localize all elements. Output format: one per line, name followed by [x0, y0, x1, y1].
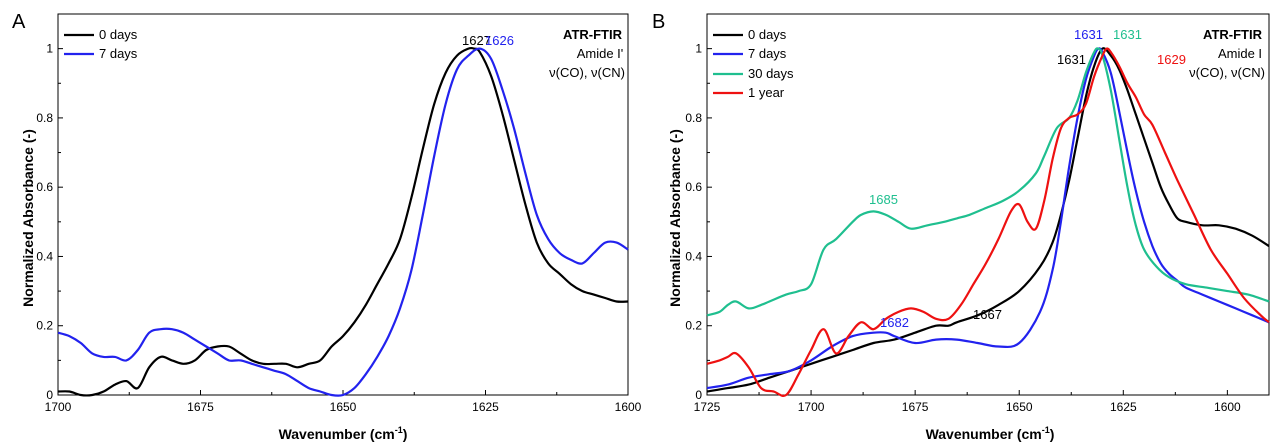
panel-b-ylabel: Normalized Absorbance (-)	[667, 129, 683, 307]
legend-label-7-days: 7 days	[748, 46, 787, 61]
x-tick-label: 1725	[694, 400, 721, 414]
panel-b: B Normalized Absorbance (-) 0 0.2 0.4 0.6 0.…	[652, 11, 1270, 442]
series-line-7-days	[57, 47, 629, 397]
panel-b-peak-label-1685: 1685	[869, 192, 898, 207]
series-line-1-year	[706, 47, 1270, 397]
y-tick-label: 0	[695, 388, 702, 402]
panel-b-y-axis: 0 0.2 0.4 0.6 0.8 1	[685, 42, 712, 402]
panel-b-peak-label-1682: 1682	[880, 315, 909, 330]
x-tick-label: 1700	[45, 400, 72, 414]
y-tick-label: 0.4	[36, 249, 53, 263]
x-tick-label: 1700	[798, 400, 825, 414]
panel-b-x-axis: 1725 1700 1675 1650 1625 1600	[694, 390, 1241, 414]
x-tick-label: 1675	[187, 400, 214, 414]
y-tick-label: 0.4	[685, 249, 702, 263]
y-tick-label: 0.6	[36, 180, 53, 194]
series-line-30-days	[706, 47, 1270, 317]
panel-a-frame	[57, 13, 629, 396]
panel-b-annotation-title: ATR-FTIR	[1203, 27, 1263, 42]
panel-b-peak-label-0-days: 1631	[1057, 52, 1086, 67]
panel-a-annotation-line1: Amide I'	[577, 46, 624, 61]
x-tick-label: 1650	[330, 400, 357, 414]
x-tick-label: 1625	[472, 400, 499, 414]
y-tick-label: 0.8	[36, 111, 53, 125]
legend-label-30-days: 30 days	[748, 66, 794, 81]
panel-b-annotation-line1: Amide I	[1218, 46, 1262, 61]
panel-b-xlabel: Wavenumber (cm-1)	[926, 425, 1055, 442]
y-tick-label: 1	[46, 42, 53, 56]
panel-b-peak-label-30-days: 1631	[1113, 27, 1142, 42]
panel-a-letter: A	[12, 11, 26, 33]
x-tick-label: 1625	[1110, 400, 1137, 414]
panel-b-peak-label-1667: 1667	[973, 307, 1002, 322]
panel-a-plot-area	[57, 46, 629, 397]
y-tick-label: 0.2	[36, 319, 53, 333]
panel-a-annotation-line2: ν(CO), ν(CN)	[549, 65, 625, 80]
panel-a-peak-label-0-days: 1627	[462, 33, 491, 48]
series-line-0-days	[706, 47, 1270, 393]
x-tick-label: 1675	[902, 400, 929, 414]
panel-b-plot-area	[706, 47, 1270, 397]
panel-a-peak-label-7-days: 1626	[485, 33, 514, 48]
series-line-0-days	[57, 46, 629, 397]
y-tick-label: 0.6	[685, 180, 702, 194]
panel-a-x-axis: 1700 1675 1650 1625 1600	[45, 390, 642, 414]
panel-a-y-axis: 0 0.2 0.4 0.6 0.8 1	[36, 42, 63, 402]
panel-a-ylabel: Normalized Absorbance (-)	[20, 129, 36, 307]
x-tick-label: 1600	[615, 400, 642, 414]
x-tick-label: 1600	[1214, 400, 1241, 414]
panel-b-annotation-line2: ν(CO), ν(CN)	[1189, 65, 1265, 80]
panel-b-frame	[706, 13, 1270, 396]
panel-a: A Normalized Absorbance (-) 0 0.2 0.4 0.6 0.…	[12, 11, 642, 442]
panel-a-xlabel: Wavenumber (cm-1)	[279, 425, 408, 442]
y-tick-label: 1	[695, 42, 702, 56]
legend-label-0-days: 0 days	[99, 27, 138, 42]
legend-label-0-days: 0 days	[748, 27, 787, 42]
y-tick-label: 0.8	[685, 111, 702, 125]
panel-b-legend: 0 days 7 days 30 days 1 year	[713, 27, 794, 100]
panel-b-letter: B	[652, 11, 665, 33]
series-line-7-days	[706, 47, 1270, 390]
panel-a-legend: 0 days 7 days	[64, 27, 138, 61]
y-tick-label: 0	[46, 388, 53, 402]
legend-label-1-year: 1 year	[748, 85, 785, 100]
panel-b-peak-label-1-year: 1629	[1157, 52, 1186, 67]
panel-a-annotation-title: ATR-FTIR	[563, 27, 623, 42]
legend-label-7-days: 7 days	[99, 46, 138, 61]
y-tick-label: 0.2	[685, 319, 702, 333]
panel-b-peak-label-7-days: 1631	[1074, 27, 1103, 42]
x-tick-label: 1650	[1006, 400, 1033, 414]
